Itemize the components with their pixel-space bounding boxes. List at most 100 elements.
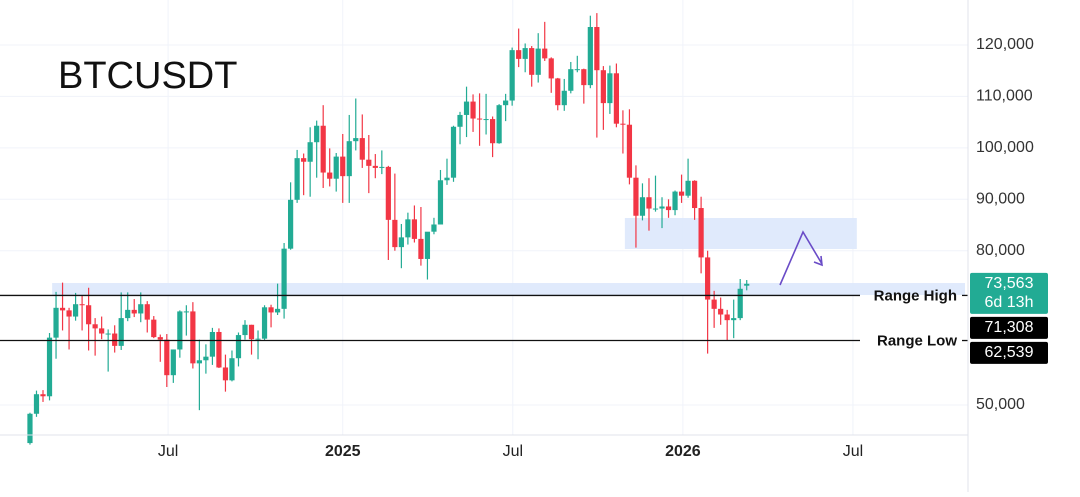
candle-body bbox=[437, 180, 444, 225]
candle-body bbox=[125, 309, 131, 319]
candle-body bbox=[183, 311, 189, 313]
projection-arrow bbox=[779, 230, 823, 286]
candle-body bbox=[568, 69, 574, 91]
candle-body bbox=[268, 307, 274, 313]
candle-body bbox=[581, 69, 587, 86]
candle-body bbox=[86, 305, 92, 325]
level-value-box bbox=[970, 316, 1048, 339]
candle-body bbox=[320, 125, 326, 173]
candle-body bbox=[261, 307, 268, 339]
candle-body bbox=[72, 304, 79, 317]
x-tick-label: Jul bbox=[843, 443, 863, 460]
candle-body bbox=[672, 191, 678, 211]
candle-body bbox=[112, 333, 118, 346]
candle-body bbox=[138, 304, 144, 314]
candle-body bbox=[522, 48, 528, 59]
zone bbox=[52, 283, 965, 296]
candle-body bbox=[92, 324, 98, 329]
candle-body bbox=[535, 48, 541, 75]
candle-body bbox=[294, 158, 300, 200]
candle-body bbox=[489, 119, 496, 144]
candle-body bbox=[274, 308, 281, 313]
candle-body bbox=[548, 58, 554, 79]
candle-body bbox=[476, 118, 483, 120]
candle-body bbox=[529, 48, 535, 75]
level-value-box bbox=[970, 341, 1048, 364]
candle-body bbox=[587, 27, 593, 86]
candle-body bbox=[359, 138, 365, 160]
candle-body bbox=[665, 206, 672, 211]
candle-body bbox=[463, 101, 470, 115]
candle-body bbox=[33, 394, 40, 414]
candle-body bbox=[457, 114, 463, 127]
candle-body bbox=[633, 177, 639, 216]
candle-body bbox=[288, 199, 294, 249]
candle-body bbox=[346, 141, 352, 177]
candle-body bbox=[40, 394, 46, 397]
candles bbox=[27, 13, 750, 445]
candle-body bbox=[613, 73, 620, 124]
candle-body bbox=[718, 308, 724, 315]
x-tick-label: Jul bbox=[158, 443, 178, 460]
candle-body bbox=[203, 356, 209, 361]
candle-body bbox=[131, 309, 137, 314]
candle-body bbox=[379, 166, 385, 168]
candle-body bbox=[509, 50, 515, 101]
countdown-label: 6d 13h bbox=[985, 294, 1034, 311]
labels: 50,000 80,000 90,000 100,000 110,000 120,000 J… bbox=[158, 36, 1048, 460]
candle-body bbox=[711, 299, 717, 309]
y-tick-label: 100,000 bbox=[976, 139, 1034, 156]
candle-body bbox=[222, 367, 229, 381]
candle-body bbox=[620, 123, 626, 125]
candle-body bbox=[705, 257, 711, 300]
level-value-label: 62,539 bbox=[985, 344, 1034, 361]
candle-body bbox=[594, 27, 600, 71]
candle-body bbox=[118, 318, 124, 346]
y-tick-label: 110,000 bbox=[976, 88, 1033, 105]
candle-body bbox=[66, 310, 72, 317]
candle-body bbox=[385, 166, 391, 220]
candle-body bbox=[340, 156, 346, 177]
candle-body bbox=[301, 158, 307, 162]
candle-body bbox=[353, 138, 359, 142]
candle-body bbox=[698, 208, 704, 258]
y-tick-label: 90,000 bbox=[976, 191, 1025, 208]
grid bbox=[0, 0, 968, 435]
candle-body bbox=[483, 119, 489, 121]
level-value-label: 71,308 bbox=[985, 319, 1034, 336]
y-tick-label: 120,000 bbox=[976, 36, 1034, 53]
levels: Range High Range Low bbox=[0, 287, 968, 349]
y-tick-label: 80,000 bbox=[976, 242, 1025, 259]
candle-body bbox=[561, 90, 567, 106]
y-tick-label: 50,000 bbox=[976, 396, 1025, 413]
candle-body bbox=[392, 219, 398, 248]
candle-body bbox=[209, 331, 216, 357]
candle-body bbox=[190, 311, 196, 364]
candle-body bbox=[53, 307, 59, 338]
candle-body bbox=[79, 304, 85, 306]
candle-body bbox=[691, 180, 698, 209]
candle-body bbox=[177, 311, 183, 350]
candle-body bbox=[327, 172, 333, 179]
candle-body bbox=[639, 197, 646, 216]
candle-body bbox=[626, 124, 633, 178]
last-price-label: 73,563 bbox=[985, 275, 1034, 292]
zones bbox=[52, 218, 965, 296]
candle-body bbox=[372, 165, 378, 168]
candle-body bbox=[444, 177, 450, 181]
candle-body bbox=[724, 314, 730, 321]
x-tick-label: 2026 bbox=[665, 443, 701, 460]
candle-body bbox=[411, 219, 418, 239]
candle-body bbox=[366, 159, 372, 166]
candle-body bbox=[678, 191, 685, 196]
candle-body bbox=[516, 50, 522, 59]
candle-body bbox=[248, 324, 255, 340]
candle-body bbox=[496, 105, 502, 144]
candle-body bbox=[307, 142, 313, 162]
candle-body bbox=[398, 237, 404, 248]
candle-body bbox=[503, 100, 509, 106]
last-price-box bbox=[970, 272, 1048, 314]
candle-body bbox=[59, 307, 66, 311]
candle-body bbox=[281, 248, 287, 309]
